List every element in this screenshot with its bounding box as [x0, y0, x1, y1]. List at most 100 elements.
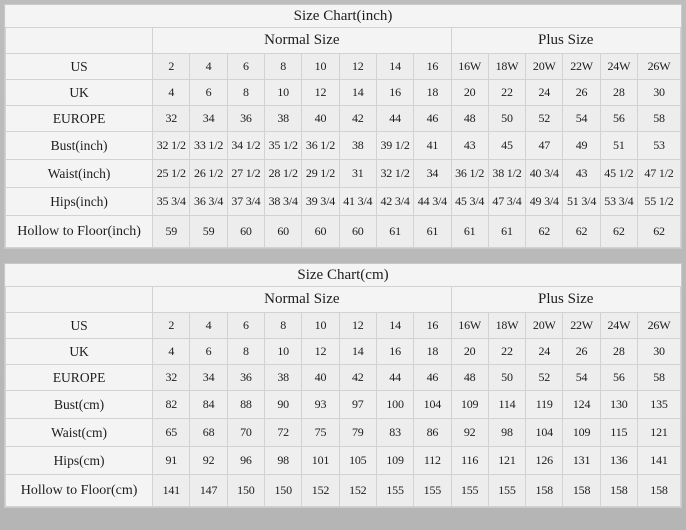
table-cell: 41 3/4 [338, 187, 377, 216]
table-cell: 4 [189, 53, 228, 80]
table-cell: 68 [189, 418, 228, 447]
table-row: Waist(cm) 65 68 70 72 75 79 83 86 92 98 104 109 115 12… [4, 418, 681, 447]
group-header-blank [4, 27, 154, 54]
table-cell: 36 [226, 364, 266, 391]
table-cell: 52 [525, 364, 564, 391]
table-cell: 34 1/2 [226, 131, 266, 160]
table-cell: 14 [375, 53, 415, 80]
table-cell: 82 [152, 390, 191, 419]
table-cell: 65 [152, 418, 191, 447]
table-cell: 60 [301, 215, 340, 248]
table-cell: 49 [562, 131, 601, 160]
table-cell: 60 [226, 215, 266, 248]
table-cell: 20W [525, 312, 564, 339]
table-row: Hollow to Floor(inch) 59 59 60 60 60 60 61 61 61 6… [4, 215, 681, 248]
table-cell: 101 [301, 446, 340, 475]
table-cell: 6 [189, 338, 228, 365]
table-cell: 55 1/2 [637, 187, 681, 216]
table-cell: 8 [264, 53, 303, 80]
row-label: UK [4, 338, 154, 365]
table-cell: 56 [599, 364, 639, 391]
table-cell: 20 [450, 338, 489, 365]
table-cell: 22W [562, 312, 601, 339]
table-cell: 158 [637, 474, 681, 507]
group-header-plus-size: Plus Size [450, 27, 682, 54]
table-cell: 46 [413, 105, 452, 132]
table-cell: 141 [637, 446, 681, 475]
table-cell: 8 [226, 79, 266, 106]
table-row: US 2 4 6 8 10 12 14 16 16W 18W 20W 22W 24W 26W [4, 312, 681, 339]
table-cell: 58 [637, 105, 681, 132]
table-cell: 96 [226, 446, 266, 475]
table-cell: 39 3/4 [301, 187, 340, 216]
table-cell: 16W [450, 312, 489, 339]
table-cell: 18W [487, 53, 527, 80]
row-label: Hollow to Floor(inch) [4, 215, 154, 248]
table-row: Bust(cm) 82 84 88 90 93 97 100 104 109 114 119 124 13… [4, 390, 681, 419]
table-cell: 18W [487, 312, 527, 339]
table-cell: 24 [525, 79, 564, 106]
table-cell: 34 [189, 105, 228, 132]
table-cell: 37 3/4 [226, 187, 266, 216]
table-cell: 34 [189, 364, 228, 391]
table-cell: 124 [562, 390, 601, 419]
table-cell: 32 [152, 105, 191, 132]
table-cell: 8 [226, 338, 266, 365]
table-cell: 116 [450, 446, 489, 475]
table-cell: 93 [301, 390, 340, 419]
table-cell: 4 [152, 79, 191, 106]
table-cell: 20 [450, 79, 489, 106]
table-cell: 53 [637, 131, 681, 160]
table-cell: 32 1/2 [375, 159, 415, 188]
table-cell: 150 [264, 474, 303, 507]
table-cell: 131 [562, 446, 601, 475]
table-cell: 62 [599, 215, 639, 248]
table-cell: 46 [413, 364, 452, 391]
chart-title: Size Chart(inch) [5, 5, 681, 28]
table-cell: 130 [599, 390, 639, 419]
table-cell: 48 [450, 364, 489, 391]
table-cell: 6 [226, 312, 266, 339]
table-cell: 45 [487, 131, 527, 160]
table-cell: 59 [152, 215, 191, 248]
table-cell: 24W [599, 312, 639, 339]
table-cell: 62 [525, 215, 564, 248]
table-cell: 24W [599, 53, 639, 80]
table-cell: 97 [338, 390, 377, 419]
table-cell: 92 [450, 418, 489, 447]
table-cell: 52 [525, 105, 564, 132]
table-cell: 8 [264, 312, 303, 339]
table-cell: 27 1/2 [226, 159, 266, 188]
table-cell: 16 [413, 53, 452, 80]
table-cell: 61 [375, 215, 415, 248]
table-cell: 115 [599, 418, 639, 447]
table-cell: 158 [525, 474, 564, 507]
table-cell: 47 [525, 131, 564, 160]
row-label: Bust(inch) [4, 131, 154, 160]
table-cell: 33 1/2 [189, 131, 228, 160]
table-cell: 16 [375, 338, 415, 365]
table-cell: 36 1/2 [450, 159, 489, 188]
table-cell: 25 1/2 [152, 159, 191, 188]
table-cell: 24 [525, 338, 564, 365]
table-cell: 28 1/2 [264, 159, 303, 188]
table-cell: 2 [152, 312, 191, 339]
table-cell: 42 [338, 364, 377, 391]
table-cell: 38 1/2 [487, 159, 527, 188]
table-row: US 2 4 6 8 10 12 14 16 16W 18W 20W 22W 24W 26W [4, 53, 681, 80]
table-cell: 12 [338, 53, 377, 80]
table-cell: 70 [226, 418, 266, 447]
table-cell: 47 1/2 [637, 159, 681, 188]
row-label: EUROPE [4, 105, 154, 132]
title-row: Size Chart(cm) [5, 264, 681, 287]
row-label: UK [4, 79, 154, 106]
table-cell: 41 [413, 131, 452, 160]
table-cell: 121 [487, 446, 527, 475]
table-cell: 39 1/2 [375, 131, 415, 160]
table-cell: 18 [413, 79, 452, 106]
table-cell: 26W [637, 53, 681, 80]
table-row: Bust(inch) 32 1/2 33 1/2 34 1/2 35 1/2 36 1/2… [4, 131, 681, 160]
table-cell: 109 [375, 446, 415, 475]
table-cell: 61 [450, 215, 489, 248]
table-cell: 32 [152, 364, 191, 391]
